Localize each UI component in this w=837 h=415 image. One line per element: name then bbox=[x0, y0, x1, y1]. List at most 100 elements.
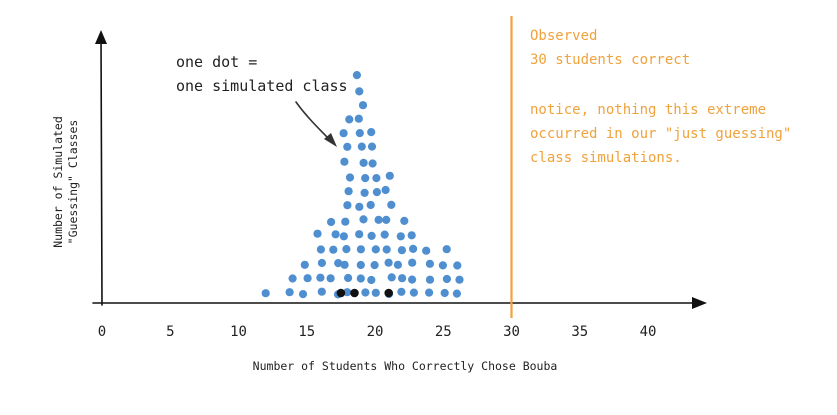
x-tick-label-25: 25 bbox=[435, 324, 452, 340]
dot-simulated-class-7 bbox=[316, 273, 325, 282]
dot-simulated-class-76 bbox=[409, 244, 418, 253]
dot-simulated-class-16 bbox=[327, 217, 336, 227]
dot-simulated-class-46 bbox=[371, 288, 380, 297]
dot-simulated-class-78 bbox=[425, 288, 434, 297]
dot-annotation: one dot = one simulated class bbox=[176, 53, 348, 147]
simulated-class-dots bbox=[261, 71, 464, 299]
dot-simulated-class-36 bbox=[355, 202, 364, 211]
dot-simulated-class-51 bbox=[374, 215, 383, 224]
dot-simulated-class-26 bbox=[340, 157, 349, 166]
observed-label-line-2: 30 students correct bbox=[530, 52, 690, 68]
dot-simulated-class-40 bbox=[357, 142, 366, 151]
y-axis-arrowhead bbox=[95, 30, 107, 44]
dot-simulated-class-33 bbox=[356, 245, 365, 254]
dot-simulated-class-56 bbox=[367, 142, 377, 151]
dot-simulated-class-18 bbox=[344, 273, 353, 283]
dot-simulated-class-86 bbox=[452, 289, 461, 298]
dot-simulated-class-0 bbox=[261, 289, 270, 298]
annotation-arrowhead bbox=[324, 133, 337, 147]
dot-simulated-class-72 bbox=[400, 216, 409, 225]
dot-simulated-class-68 bbox=[398, 274, 407, 283]
dot-simulated-class-57 bbox=[367, 128, 376, 137]
dot-simulated-class-75 bbox=[408, 258, 417, 267]
dot-simulated-class-65 bbox=[381, 185, 390, 195]
dot-simulated-class-32 bbox=[356, 260, 365, 270]
dot-simulated-class-2 bbox=[288, 274, 297, 283]
dot-simulated-class-70 bbox=[397, 246, 406, 255]
dot-simulated-class-24 bbox=[344, 187, 353, 196]
dot-simulated-class-42 bbox=[354, 114, 363, 123]
dot-simulated-class-27 bbox=[343, 142, 352, 151]
x-tick-labels: 0 5 10 15 20 25 30 35 40 bbox=[98, 324, 657, 340]
observed-label-line-1: Observed bbox=[530, 28, 597, 44]
dot-simulated-class-34 bbox=[355, 230, 364, 239]
observed-annotation: Observed 30 students correct notice, not… bbox=[530, 28, 791, 166]
dot-simulated-class-8 bbox=[317, 258, 326, 268]
x-tick-label-10: 10 bbox=[230, 324, 247, 340]
dot-simulated-class-15 bbox=[331, 230, 340, 239]
dot-highlighted-class-1 bbox=[350, 288, 359, 298]
dot-simulated-class-29 bbox=[345, 115, 354, 124]
dot-simulated-class-47 bbox=[367, 275, 376, 285]
dot-simulated-class-25 bbox=[345, 173, 355, 182]
dot-simulated-class-77 bbox=[407, 231, 416, 240]
dot-simulated-class-66 bbox=[385, 171, 394, 180]
dot-simulated-class-48 bbox=[370, 261, 379, 270]
x-axis bbox=[92, 297, 707, 309]
dot-simulated-class-4 bbox=[303, 274, 312, 283]
dot-simulated-class-41 bbox=[355, 129, 364, 138]
dot-simulated-class-22 bbox=[341, 217, 350, 226]
dot-simulated-class-44 bbox=[355, 87, 364, 96]
x-tick-label-35: 35 bbox=[571, 324, 588, 340]
dot-highlighted-class-2 bbox=[384, 288, 394, 298]
dot-simulated-class-5 bbox=[300, 260, 309, 269]
dot-simulated-class-21 bbox=[339, 232, 348, 241]
dot-simulated-class-80 bbox=[425, 259, 434, 268]
x-tick-label-15: 15 bbox=[298, 324, 315, 340]
observed-note-line-1: notice, nothing this extreme bbox=[530, 102, 766, 118]
dot-simulated-class-53 bbox=[372, 188, 381, 197]
dot-simulated-class-20 bbox=[342, 245, 351, 254]
dot-simulated-class-84 bbox=[438, 261, 447, 270]
dot-simulated-class-59 bbox=[387, 273, 396, 282]
dot-simulated-class-67 bbox=[397, 287, 406, 296]
dot-simulated-class-19 bbox=[340, 260, 349, 269]
dot-simulated-class-50 bbox=[367, 231, 376, 240]
x-tick-label-20: 20 bbox=[367, 324, 384, 340]
annotation-line-2: one simulated class bbox=[176, 77, 348, 95]
dot-simulated-class-73 bbox=[409, 288, 418, 297]
dot-simulated-class-74 bbox=[408, 275, 417, 284]
dot-simulated-class-30 bbox=[361, 288, 370, 297]
dot-simulated-class-64 bbox=[387, 200, 396, 209]
dot-simulated-class-6 bbox=[317, 287, 326, 296]
dot-simulated-class-49 bbox=[371, 245, 380, 254]
y-axis-title-line-2: "Guessing" Classes bbox=[66, 120, 80, 245]
x-axis-title: Number of Students Who Correctly Chose B… bbox=[253, 359, 558, 373]
x-tick-label-30: 30 bbox=[503, 324, 520, 340]
dot-simulated-class-14 bbox=[329, 245, 338, 254]
dot-simulated-class-1 bbox=[285, 288, 294, 297]
dot-simulated-class-82 bbox=[440, 288, 449, 298]
dot-simulated-class-3 bbox=[298, 290, 308, 299]
dot-simulated-class-38 bbox=[361, 174, 370, 183]
dot-simulated-class-17 bbox=[343, 288, 352, 297]
x-tick-label-40: 40 bbox=[640, 324, 657, 340]
dot-simulated-class-83 bbox=[442, 274, 451, 284]
dot-simulated-class-87 bbox=[455, 275, 464, 284]
dot-simulated-class-63 bbox=[382, 215, 391, 224]
dot-simulated-class-28 bbox=[339, 129, 348, 138]
observed-note-line-2: occurred in our "just guessing" bbox=[530, 126, 791, 142]
observed-note-line-3: class simulations. bbox=[530, 150, 682, 166]
x-tick-label-0: 0 bbox=[98, 324, 106, 340]
dot-simulated-class-62 bbox=[380, 230, 389, 239]
dot-simulated-class-55 bbox=[368, 159, 377, 168]
dot-highlighted-class-0 bbox=[336, 288, 346, 298]
dot-simulated-class-79 bbox=[425, 275, 435, 284]
dot-simulated-class-23 bbox=[343, 201, 352, 210]
dot-simulated-class-54 bbox=[372, 174, 381, 183]
dot-simulated-class-61 bbox=[382, 245, 391, 254]
dot-simulated-class-10 bbox=[313, 229, 322, 238]
dot-simulated-class-60 bbox=[384, 258, 393, 267]
dot-simulated-class-52 bbox=[366, 200, 375, 210]
